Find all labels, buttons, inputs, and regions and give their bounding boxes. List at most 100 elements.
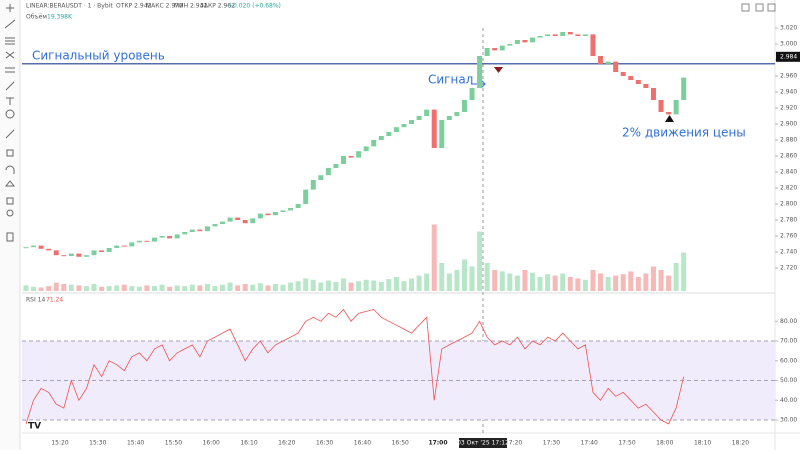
volume-bar bbox=[38, 287, 44, 291]
volume-bar bbox=[204, 284, 210, 291]
candle bbox=[567, 32, 573, 35]
price-tick-label: 2.960 bbox=[780, 73, 797, 80]
candle bbox=[204, 226, 210, 232]
volume-bar bbox=[416, 275, 422, 291]
volume-bar bbox=[530, 272, 535, 291]
volume-bar bbox=[439, 263, 445, 291]
volume-bar bbox=[446, 273, 452, 291]
volume-label: Объём bbox=[26, 14, 47, 21]
candle bbox=[650, 88, 656, 100]
time-label: 15:30 bbox=[89, 440, 106, 447]
volume-bar bbox=[129, 286, 135, 291]
candle bbox=[144, 240, 150, 242]
volume-bar bbox=[356, 281, 362, 291]
candle bbox=[288, 208, 294, 211]
candle bbox=[552, 34, 558, 36]
volume-bar bbox=[182, 286, 188, 291]
window-icons[interactable] bbox=[741, 3, 776, 12]
volume-bar bbox=[152, 286, 157, 291]
volume-bar bbox=[46, 286, 52, 291]
candle bbox=[212, 224, 218, 227]
tool-icons[interactable] bbox=[4, 4, 16, 242]
price-tick-label: 2.800 bbox=[780, 201, 797, 208]
volume-bar bbox=[545, 274, 551, 291]
volume-bar bbox=[522, 270, 528, 291]
volume-bar bbox=[106, 286, 112, 291]
candle bbox=[673, 100, 679, 115]
volume-bar bbox=[469, 266, 475, 291]
time-label: 17:40 bbox=[581, 440, 598, 447]
volume-bar bbox=[393, 277, 399, 291]
volume-bar bbox=[386, 279, 392, 291]
candle bbox=[537, 36, 543, 38]
price-tick-label: 2.820 bbox=[780, 185, 797, 192]
ohlc-change: +0.020 (+0.68%) bbox=[228, 3, 281, 10]
candle bbox=[189, 229, 195, 232]
candle bbox=[250, 218, 256, 224]
candle bbox=[658, 100, 664, 112]
volume-bar bbox=[514, 275, 520, 291]
candle bbox=[167, 236, 173, 239]
rsi-band bbox=[22, 341, 775, 420]
candle bbox=[61, 255, 67, 257]
volume-bar bbox=[681, 252, 687, 291]
candle bbox=[371, 140, 377, 147]
volume-bar bbox=[280, 284, 286, 291]
crosshair-label: 03 Окт '25 17:12 bbox=[457, 440, 509, 447]
time-label: 16:20 bbox=[278, 440, 295, 447]
volume-bar bbox=[83, 286, 89, 291]
volume-bar bbox=[613, 275, 619, 291]
time-label: 15:50 bbox=[165, 440, 182, 447]
price-tick-label: 2.720 bbox=[780, 265, 797, 272]
volume-bar bbox=[61, 284, 67, 291]
volume-bar bbox=[235, 285, 241, 291]
toolbar bbox=[0, 0, 20, 450]
candle bbox=[136, 240, 142, 243]
candle bbox=[242, 220, 248, 224]
candle bbox=[272, 212, 278, 216]
candle bbox=[401, 124, 407, 128]
volume-bar bbox=[227, 282, 233, 291]
candle bbox=[635, 80, 641, 84]
candle bbox=[106, 248, 112, 252]
candle bbox=[507, 44, 513, 46]
candle bbox=[318, 175, 324, 180]
volume-bar bbox=[174, 285, 180, 291]
volume-bar bbox=[272, 284, 278, 291]
volume-bar bbox=[575, 278, 581, 291]
volume-bar bbox=[461, 259, 467, 291]
candle bbox=[220, 221, 226, 224]
rsi-tick-label: 50.00 bbox=[780, 377, 797, 384]
volume-bar bbox=[341, 278, 346, 291]
volume-bar bbox=[635, 277, 641, 291]
candle bbox=[409, 120, 415, 124]
volume-bar bbox=[167, 286, 173, 291]
candle bbox=[386, 132, 392, 136]
ohlc-close: ЗАКР 2.962 bbox=[200, 3, 235, 10]
candle bbox=[197, 229, 203, 232]
candle bbox=[393, 127, 399, 132]
rsi-tick-label: 40.00 bbox=[780, 397, 797, 404]
rsi-value: 71.24 bbox=[46, 297, 63, 304]
price-tick-label: 2.920 bbox=[780, 105, 797, 112]
candle bbox=[545, 34, 551, 36]
candle bbox=[99, 250, 105, 252]
volume-bar bbox=[454, 270, 460, 291]
price-tick-label: 2.880 bbox=[780, 137, 797, 144]
volume-bar bbox=[363, 279, 369, 291]
volume-bar bbox=[91, 284, 97, 291]
candle bbox=[46, 248, 52, 251]
candle bbox=[235, 217, 241, 220]
volume-bar bbox=[197, 285, 203, 291]
candle bbox=[514, 40, 520, 44]
candle bbox=[454, 112, 460, 116]
volume-bar bbox=[567, 277, 573, 291]
candle bbox=[378, 136, 384, 140]
volume-bar bbox=[310, 279, 316, 291]
level-label: 2.984 bbox=[780, 53, 797, 60]
volume-bar bbox=[378, 281, 384, 291]
volume-bar bbox=[53, 282, 59, 291]
volume-bar bbox=[605, 277, 611, 291]
candle bbox=[620, 72, 626, 76]
rsi-tick-label: 80.00 bbox=[780, 318, 797, 325]
